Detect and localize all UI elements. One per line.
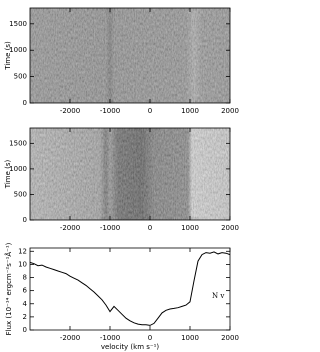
y-tick-label: 6: [23, 287, 28, 295]
x-tick-label: 2000: [221, 107, 239, 115]
x-tick-label: 1000: [181, 334, 199, 342]
noise-texture: [30, 128, 230, 220]
y-axis-label: Time (s): [4, 41, 12, 71]
x-tick-label: -2000: [60, 107, 80, 115]
plot-frame: [29, 127, 231, 221]
y-axis-label: Time (s): [4, 160, 12, 190]
y-tick-label: 1000: [9, 46, 27, 54]
y-tick-label: 0: [23, 99, 27, 107]
x-tick-label: 0: [148, 334, 152, 342]
y-tick-label: 1500: [9, 20, 27, 28]
y-axis-label: Flux (10⁻¹⁴ ergcm⁻²s⁻¹Å⁻¹): [4, 242, 13, 335]
y-tick-label: 1500: [9, 139, 27, 147]
plot-frame: [29, 7, 231, 104]
x-tick-label: -2000: [60, 334, 80, 342]
x-axis-label: velocity (km s⁻¹): [101, 343, 160, 351]
y-tick-label: 12: [18, 247, 27, 255]
y-tick-label: 4: [23, 300, 28, 308]
y-tick-label: 500: [14, 73, 27, 81]
x-tick-label: 1000: [181, 107, 199, 115]
plot-frame: [29, 247, 231, 331]
x-tick-label: -1000: [100, 224, 120, 232]
y-tick-label: 8: [23, 274, 27, 282]
y-tick-label: 0: [23, 216, 27, 224]
x-tick-label: -1000: [100, 334, 120, 342]
y-tick-label: 500: [14, 190, 27, 198]
x-tick-label: 2000: [221, 224, 239, 232]
x-tick-label: 1000: [181, 224, 199, 232]
y-tick-label: 0: [23, 326, 27, 334]
annotation: N v: [212, 292, 224, 300]
x-tick-label: -1000: [100, 107, 120, 115]
y-tick-label: 1000: [9, 165, 27, 173]
x-tick-label: 0: [148, 107, 152, 115]
y-tick-label: 10: [18, 260, 27, 268]
x-tick-label: 0: [148, 224, 152, 232]
noise-texture: [30, 8, 230, 103]
y-tick-label: 2: [23, 313, 27, 321]
x-tick-label: 2000: [221, 334, 239, 342]
flux-line: [29, 251, 231, 326]
x-tick-label: -2000: [60, 224, 80, 232]
